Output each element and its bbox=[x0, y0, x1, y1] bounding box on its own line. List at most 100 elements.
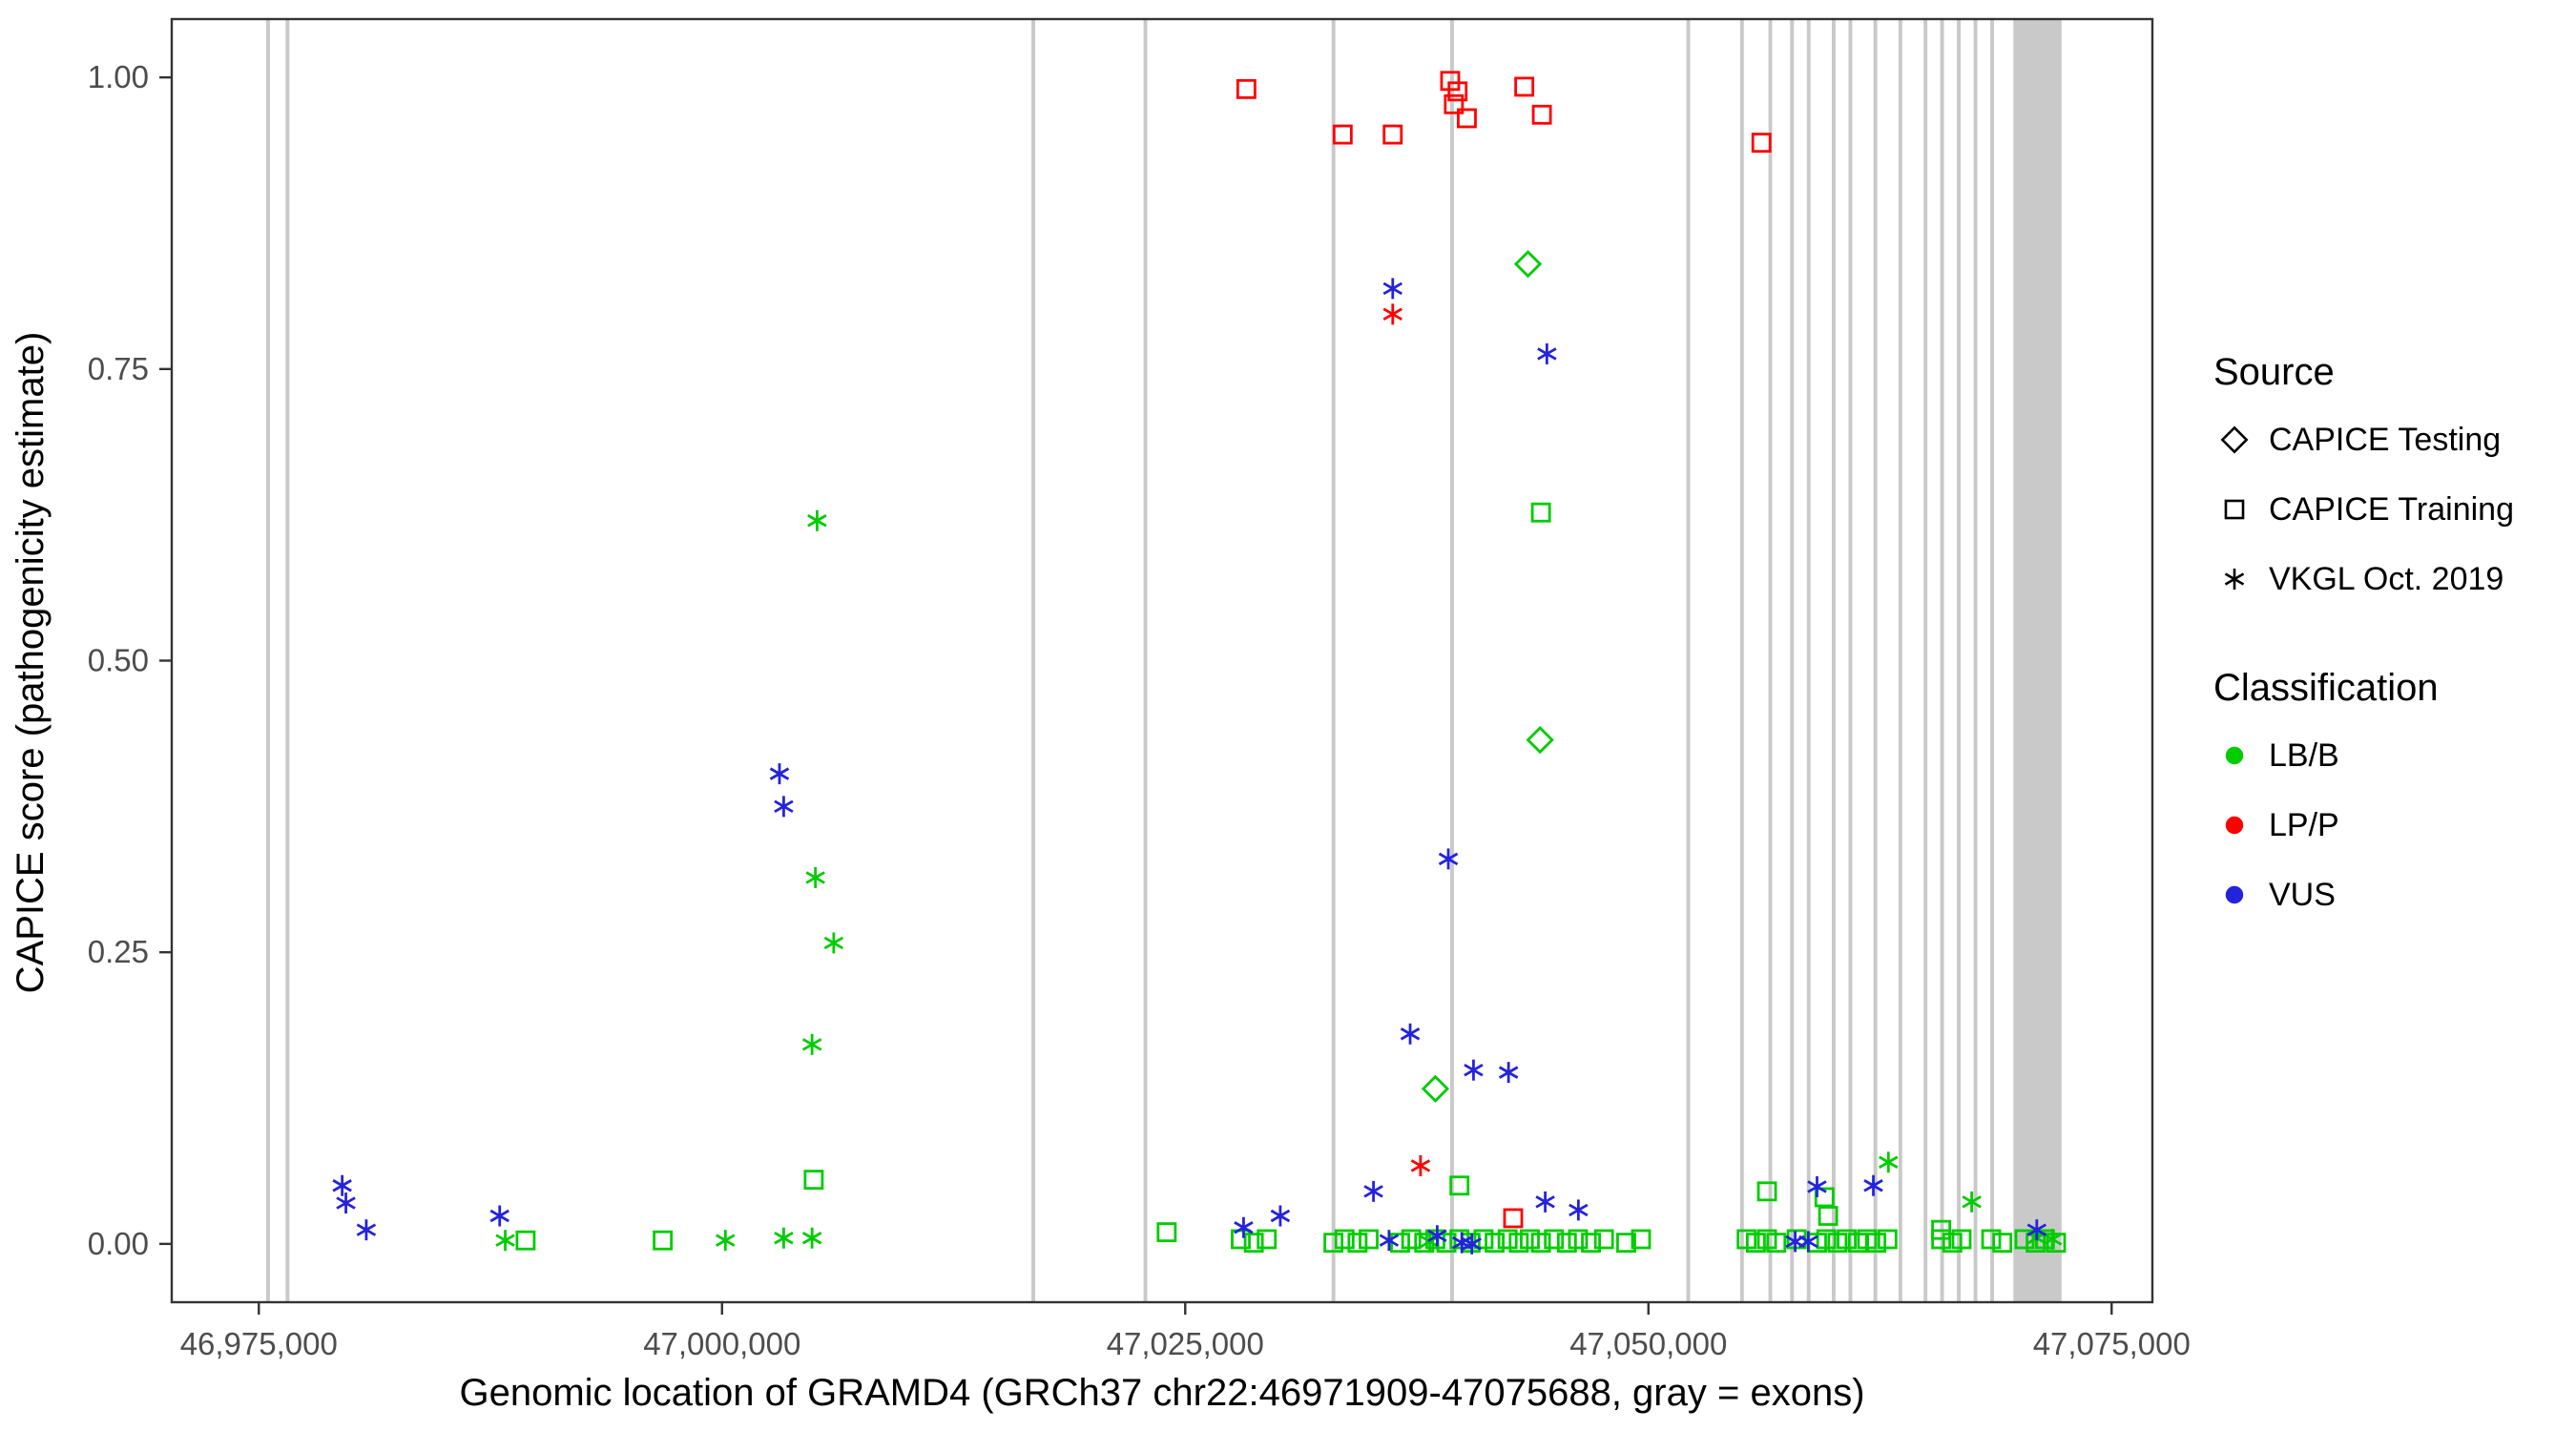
data-point bbox=[823, 932, 844, 954]
data-point bbox=[1323, 1233, 1344, 1254]
exon-bands bbox=[266, 19, 2062, 1302]
legend-item-classification-1: LP/P bbox=[2213, 804, 2566, 846]
data-point bbox=[1449, 1175, 1470, 1196]
x-tick-label: 47,025,000 bbox=[1107, 1326, 1264, 1361]
data-point bbox=[2026, 1219, 2047, 1241]
data-point bbox=[1866, 1233, 1887, 1254]
exon-band bbox=[1898, 19, 1902, 1302]
data-point bbox=[1382, 303, 1403, 325]
series-vkgl-vus bbox=[332, 278, 2047, 1255]
data-point bbox=[1462, 1233, 1482, 1255]
panel-border bbox=[170, 17, 2154, 1304]
data-point bbox=[716, 1230, 736, 1252]
data-point bbox=[1473, 1229, 1494, 1250]
exon-band bbox=[2013, 19, 2062, 1302]
legend-item-source-1: CAPICE Training bbox=[2213, 488, 2566, 530]
data-point bbox=[1347, 1233, 1368, 1254]
y-axis-title: CAPICE score (pathogenicity estimate) bbox=[10, 331, 52, 994]
data-point bbox=[1807, 1175, 1827, 1197]
data-point bbox=[1593, 1229, 1614, 1250]
data-point bbox=[1814, 1187, 1835, 1208]
x-tick-label: 47,075,000 bbox=[2033, 1326, 2191, 1361]
data-point bbox=[653, 1230, 674, 1251]
data-point bbox=[1438, 848, 1459, 870]
data-point bbox=[1334, 1229, 1355, 1250]
data-point bbox=[1513, 250, 1543, 279]
data-point bbox=[1526, 726, 1554, 755]
data-point bbox=[1556, 1233, 1577, 1254]
x-tick-label: 47,000,000 bbox=[643, 1326, 800, 1361]
legend-item-label: CAPICE Testing bbox=[2269, 421, 2502, 458]
data-point bbox=[1537, 342, 1557, 364]
data-point bbox=[1379, 1230, 1400, 1252]
data-point bbox=[1410, 1154, 1431, 1176]
asterisk-icon bbox=[2224, 569, 2245, 590]
data-point bbox=[1981, 1229, 2002, 1250]
legend-source-title: Source bbox=[2213, 351, 2335, 393]
data-point bbox=[1951, 1229, 1972, 1250]
data-point bbox=[1581, 1233, 1601, 1254]
legend-item-classification-2: VUS bbox=[2213, 874, 2566, 916]
color-dot-icon bbox=[2225, 885, 2244, 904]
data-point bbox=[1485, 1233, 1506, 1254]
data-point bbox=[1444, 93, 1465, 114]
data-point bbox=[1751, 133, 1772, 154]
data-point bbox=[1497, 1229, 1518, 1250]
data-point bbox=[1270, 1205, 1291, 1227]
exon-band bbox=[285, 19, 290, 1302]
data-point bbox=[1508, 1233, 1529, 1254]
data-point bbox=[1568, 1199, 1589, 1221]
data-point bbox=[1156, 1222, 1177, 1243]
data-point bbox=[1798, 1231, 1818, 1253]
data-point bbox=[801, 1033, 822, 1055]
legend-item-label: LP/P bbox=[2269, 806, 2339, 843]
legend-item-source-0: CAPICE Testing bbox=[2213, 419, 2566, 461]
square-icon bbox=[2224, 499, 2245, 520]
legend-source-items: CAPICE Testing CAPICE Training VKGL Oct. 2… bbox=[2213, 419, 2566, 600]
data-point bbox=[1447, 81, 1468, 102]
data-point bbox=[774, 1227, 794, 1249]
data-point bbox=[1530, 1233, 1551, 1254]
exon-band bbox=[1739, 19, 1744, 1302]
exon-band bbox=[1768, 19, 1773, 1302]
data-point bbox=[1535, 1191, 1555, 1213]
data-point bbox=[1382, 124, 1403, 145]
data-point bbox=[1243, 1233, 1264, 1254]
series-vkgl-lpp bbox=[1382, 303, 1431, 1176]
legend-item-label: LB/B bbox=[2269, 736, 2339, 774]
data-point bbox=[769, 763, 790, 785]
data-point bbox=[1568, 1229, 1589, 1250]
data-point bbox=[332, 1174, 352, 1196]
y-tick-label: 0.00 bbox=[88, 1226, 149, 1261]
data-point bbox=[1544, 1229, 1565, 1250]
data-point bbox=[1401, 1229, 1422, 1250]
color-dot-icon bbox=[2225, 746, 2244, 765]
data-point bbox=[1992, 1233, 2013, 1254]
data-point bbox=[1234, 1216, 1254, 1238]
y-tick-label: 1.00 bbox=[88, 59, 149, 94]
data-point bbox=[489, 1205, 509, 1227]
data-point bbox=[1363, 1180, 1383, 1202]
exon-band bbox=[266, 19, 270, 1302]
x-tick-label: 46,975,000 bbox=[180, 1326, 338, 1361]
data-point bbox=[1420, 1231, 1440, 1253]
exon-band bbox=[1957, 19, 1961, 1302]
x-axis-title: Genomic location of GRAMD4 (GRCh37 chr22… bbox=[459, 1372, 1865, 1414]
data-point bbox=[515, 1230, 536, 1251]
data-point bbox=[1531, 104, 1552, 125]
data-point bbox=[1863, 1174, 1883, 1196]
diamond-icon bbox=[2220, 425, 2249, 454]
data-point bbox=[801, 1227, 822, 1249]
data-point bbox=[1236, 78, 1257, 99]
legend-item-label: VUS bbox=[2269, 876, 2336, 913]
axis-ticks bbox=[159, 75, 2113, 1315]
exon-band bbox=[1973, 19, 1978, 1302]
legend-panel: Source CAPICE Testing CAPICE Training VKGL… bbox=[2213, 351, 2566, 983]
data-point bbox=[1616, 1233, 1636, 1254]
data-point bbox=[1457, 108, 1477, 129]
data-point bbox=[1631, 1229, 1652, 1250]
exon-band bbox=[1806, 19, 1811, 1302]
legend-item-classification-0: LB/B bbox=[2213, 735, 2566, 777]
legend-classification-items: LB/B LP/P VUS bbox=[2213, 735, 2566, 916]
